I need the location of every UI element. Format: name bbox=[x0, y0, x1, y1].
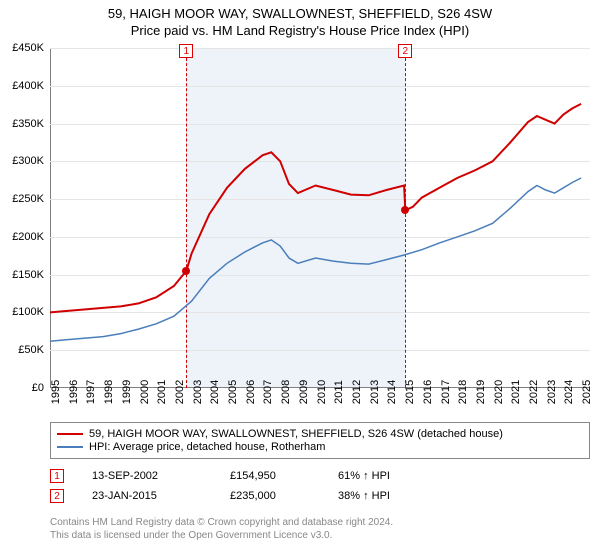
y-tick-label: £50K bbox=[18, 344, 44, 356]
event-row: 2 23-JAN-2015 £235,000 38% ↑ HPI bbox=[50, 486, 590, 506]
footer: Contains HM Land Registry data © Crown c… bbox=[50, 516, 590, 542]
legend-label: HPI: Average price, detached house, Roth… bbox=[89, 441, 325, 453]
series-marker bbox=[182, 267, 190, 275]
y-tick-label: £0 bbox=[32, 382, 44, 394]
series-line-hpi bbox=[50, 178, 581, 341]
title-line1: 59, HAIGH MOOR WAY, SWALLOWNEST, SHEFFIE… bbox=[0, 6, 600, 21]
legend-swatch bbox=[57, 433, 83, 435]
title-line2: Price paid vs. HM Land Registry's House … bbox=[0, 23, 600, 38]
event-price: £154,950 bbox=[230, 470, 310, 482]
event-row: 1 13-SEP-2002 £154,950 61% ↑ HPI bbox=[50, 466, 590, 486]
y-tick-label: £200K bbox=[12, 231, 44, 243]
y-tick-label: £300K bbox=[12, 155, 44, 167]
events-table: 1 13-SEP-2002 £154,950 61% ↑ HPI 2 23-JA… bbox=[50, 466, 590, 506]
y-tick-label: £100K bbox=[12, 306, 44, 318]
event-date: 13-SEP-2002 bbox=[92, 470, 202, 482]
legend: 59, HAIGH MOOR WAY, SWALLOWNEST, SHEFFIE… bbox=[50, 422, 590, 459]
legend-item: HPI: Average price, detached house, Roth… bbox=[57, 441, 583, 453]
series-marker bbox=[401, 206, 409, 214]
y-tick-label: £250K bbox=[12, 193, 44, 205]
chart-title: 59, HAIGH MOOR WAY, SWALLOWNEST, SHEFFIE… bbox=[0, 0, 600, 40]
event-price: £235,000 bbox=[230, 490, 310, 502]
chart-area: £0£50K£100K£150K£200K£250K£300K£350K£400… bbox=[50, 48, 590, 388]
event-date: 23-JAN-2015 bbox=[92, 490, 202, 502]
event-marker: 2 bbox=[50, 489, 64, 503]
event-hpi: 61% ↑ HPI bbox=[338, 470, 428, 482]
plot-area: £0£50K£100K£150K£200K£250K£300K£350K£400… bbox=[50, 48, 590, 388]
event-hpi: 38% ↑ HPI bbox=[338, 490, 428, 502]
legend-item: 59, HAIGH MOOR WAY, SWALLOWNEST, SHEFFIE… bbox=[57, 428, 583, 440]
y-tick-label: £350K bbox=[12, 118, 44, 130]
legend-swatch bbox=[57, 446, 83, 448]
y-tick-label: £400K bbox=[12, 80, 44, 92]
y-tick-label: £150K bbox=[12, 269, 44, 281]
series-svg bbox=[50, 48, 590, 388]
y-tick-label: £450K bbox=[12, 42, 44, 54]
event-marker: 1 bbox=[50, 469, 64, 483]
series-line-price_paid bbox=[50, 104, 581, 313]
footer-line1: Contains HM Land Registry data © Crown c… bbox=[50, 516, 590, 529]
legend-label: 59, HAIGH MOOR WAY, SWALLOWNEST, SHEFFIE… bbox=[89, 428, 503, 440]
footer-line2: This data is licensed under the Open Gov… bbox=[50, 529, 590, 542]
